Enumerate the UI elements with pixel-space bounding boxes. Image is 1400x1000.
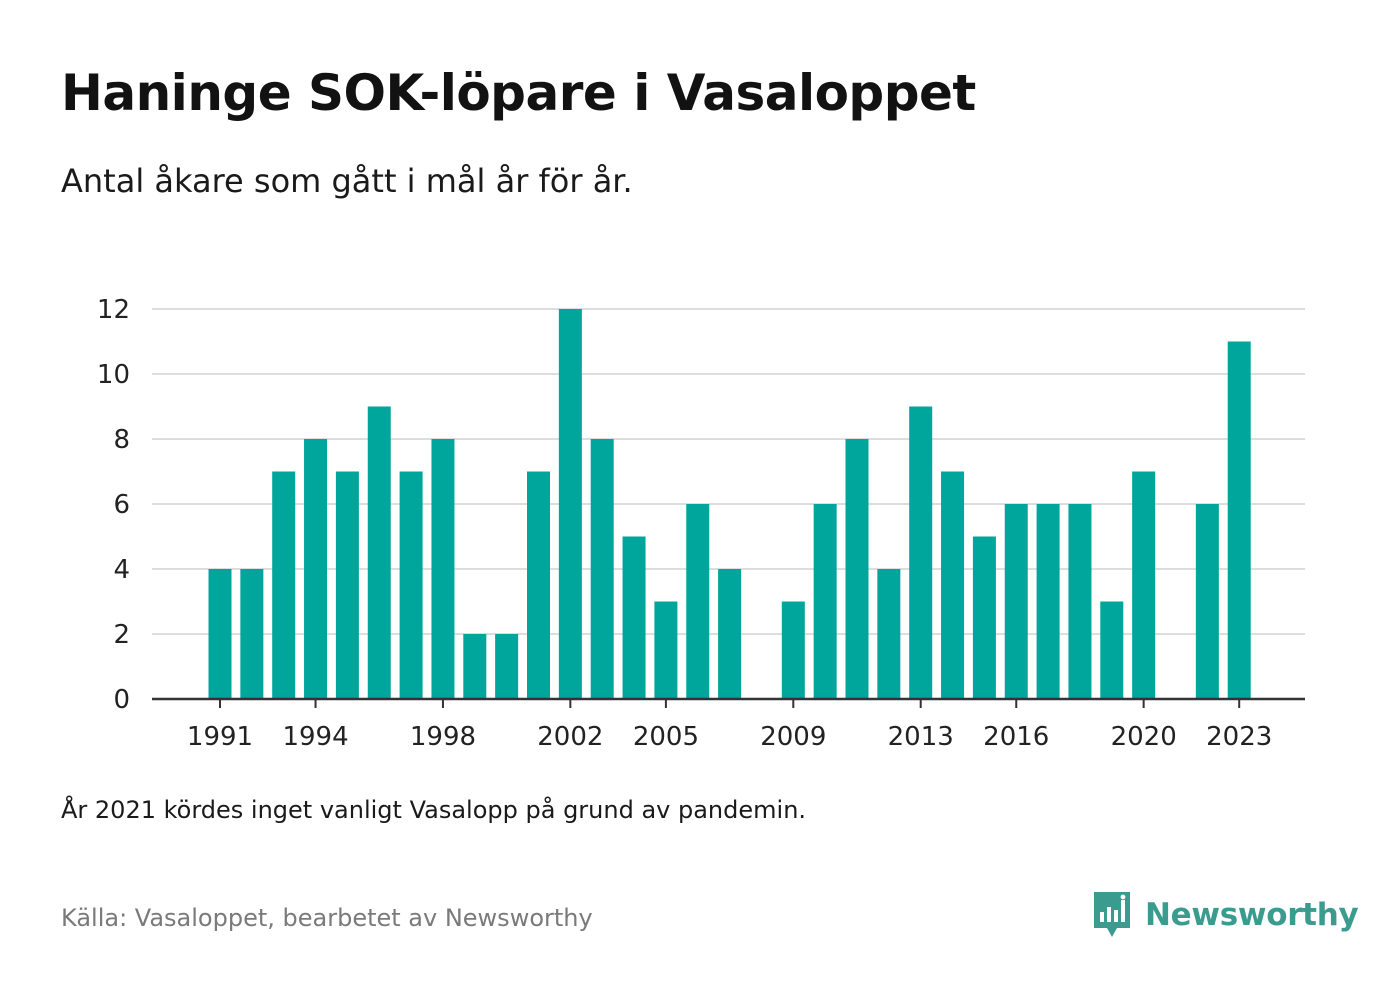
x-tick-label: 1994 (282, 722, 348, 752)
newsworthy-logo-icon (1094, 892, 1130, 937)
bar-2004 (622, 536, 646, 699)
bar-1991 (208, 569, 232, 699)
axes: 0 2 4 6 8 10 12 1991 1994 1998 2002 2005 2009 2013 201… (97, 295, 1305, 752)
x-tick-label: 2009 (760, 722, 826, 752)
bar-2006 (686, 504, 710, 699)
bar-2009 (781, 601, 805, 699)
bar-2017 (1036, 504, 1060, 699)
bar-1992 (240, 569, 264, 699)
x-tick-label: 1998 (410, 722, 476, 752)
bar-1993 (272, 471, 296, 699)
y-tick-label: 8 (113, 425, 130, 455)
bar-2002 (558, 309, 582, 699)
bar-2013 (909, 406, 933, 699)
bar-2005 (654, 601, 678, 699)
bar-2010 (813, 504, 837, 699)
x-tick-label: 2016 (983, 722, 1049, 752)
bar-2012 (877, 569, 901, 699)
x-tick-label: 2002 (537, 722, 603, 752)
y-tick-label: 4 (113, 555, 130, 585)
chart-note: År 2021 kördes inget vanligt Vasalopp på… (61, 796, 807, 824)
bar-1994 (304, 439, 328, 699)
y-tick-label: 6 (113, 490, 130, 520)
bar-1996 (367, 406, 391, 699)
bar-2003 (590, 439, 614, 699)
bar-2001 (527, 471, 550, 699)
y-tick-label: 10 (97, 360, 130, 390)
bar-2023 (1227, 341, 1251, 699)
bar-2011 (845, 439, 869, 699)
bar-2016 (1004, 504, 1028, 699)
x-tick-label: 2023 (1206, 722, 1272, 752)
bar-1995 (335, 471, 359, 699)
bar-2020 (1132, 471, 1156, 699)
x-tick-label: 2013 (888, 722, 954, 752)
bar-2022 (1195, 504, 1219, 699)
y-tick-label: 0 (113, 685, 130, 715)
bar-chart: 0 2 4 6 8 10 12 1991 1994 1998 2002 2005 2009 2013 201… (97, 295, 1305, 752)
bar-2014 (941, 471, 965, 699)
x-tick-label: 1991 (187, 722, 253, 752)
bar-2007 (718, 569, 742, 699)
chart-title: Haninge SOK-löpare i Vasaloppet (61, 64, 976, 122)
bar-2018 (1068, 504, 1092, 699)
bar-1999 (463, 634, 487, 699)
brand-name: Newsworthy (1145, 897, 1359, 933)
bar-2015 (972, 536, 996, 699)
x-tick-label: 2005 (633, 722, 699, 752)
bar-1997 (399, 471, 423, 699)
chart-subtitle: Antal åkare som gått i mål år för år. (61, 162, 633, 200)
y-tick-label: 2 (113, 620, 130, 650)
x-tick-label: 2020 (1111, 722, 1177, 752)
bar-1998 (431, 439, 455, 699)
brand-logo: Newsworthy (1091, 890, 1359, 940)
source-text: Källa: Vasaloppet, bearbetet av Newswort… (61, 904, 593, 932)
bar-2000 (495, 634, 519, 699)
bars (208, 309, 1251, 699)
y-tick-label: 12 (97, 295, 130, 325)
bar-2019 (1100, 601, 1124, 699)
